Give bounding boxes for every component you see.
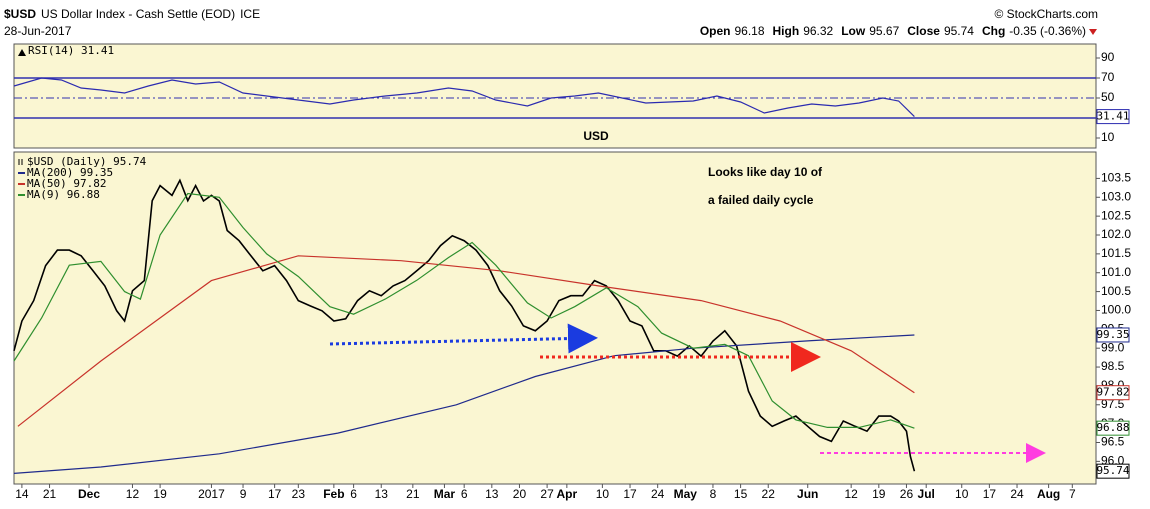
x-tick-label: 21 (406, 487, 420, 501)
y-tick-label: 101.0 (1101, 265, 1131, 279)
watermark: USD (583, 129, 609, 143)
value-box-label: 97.82 (1096, 386, 1129, 399)
header-name: US Dollar Index - Cash Settle (EOD) (41, 7, 235, 21)
plot-layer: $USD US Dollar Index - Cash Settle (EOD) I… (4, 7, 1131, 501)
x-tick-label: 7 (1069, 487, 1076, 501)
y-tick-label: 50 (1101, 90, 1115, 104)
x-tick-label: 10 (955, 487, 969, 501)
y-tick-label: 102.5 (1101, 208, 1131, 222)
change-arrow (1089, 29, 1097, 35)
x-tick-label: 10 (596, 487, 610, 501)
quote: Open 96.18 High 96.32 Low 95.67 Close 95.74 Chg -… (700, 24, 1086, 38)
price-panel (13, 151, 1097, 485)
x-tick-label: Apr (557, 487, 578, 501)
annotation-arrow (329, 323, 598, 354)
x-tick-label: Jun (797, 487, 818, 501)
price-line (13, 178, 916, 472)
value-box (1096, 109, 1130, 125)
header-exchange: ICE (240, 7, 260, 21)
quote-label: Low (841, 24, 866, 38)
x-tick-label: 26 (900, 487, 914, 501)
legend-entry: $USD (Daily) 95.74 (27, 155, 147, 168)
quote-label: Close (907, 24, 940, 38)
date: 28-Jun-2017 (4, 24, 72, 38)
quote-value: -0.35 (-0.36%) (1009, 24, 1086, 38)
value-box-label: 99.35 (1096, 328, 1129, 341)
x-tick-label: 6 (350, 487, 357, 501)
x-tick-label: 21 (43, 487, 57, 501)
value-box (1096, 463, 1130, 479)
x-tick-label: 23 (292, 487, 306, 501)
quote-value: 95.67 (869, 24, 899, 38)
x-tick-label: Mar (434, 487, 456, 501)
value-box-label: 96.88 (1096, 421, 1129, 434)
header-symbol: $USD (4, 7, 36, 21)
x-tick-label: 6 (461, 487, 468, 501)
x-tick-label: 19 (153, 487, 167, 501)
y-tick-label: 100.0 (1101, 303, 1131, 317)
value-box (1096, 385, 1130, 401)
ma-line (13, 192, 915, 429)
x-tick-label: 9 (240, 487, 247, 501)
ma-line (13, 334, 915, 474)
x-tick-label: Feb (323, 487, 344, 501)
annotation: a failed daily cycle (708, 193, 814, 207)
value-box (1096, 327, 1130, 343)
y-tick-label: 103.5 (1101, 171, 1131, 185)
x-tick-label: 24 (1010, 487, 1024, 501)
legend-entry: MA(50) 97.82 (27, 177, 106, 190)
y-tick-label: 101.5 (1101, 246, 1131, 260)
credit: © StockCharts.com (994, 7, 1098, 21)
legend-icon (18, 159, 23, 165)
x-tick-label: Jul (918, 487, 935, 501)
quote-label: Open (700, 24, 731, 38)
x-tick-label: 22 (762, 487, 776, 501)
y-tick-label: 99.0 (1101, 340, 1125, 354)
x-tick-label: Dec (78, 487, 100, 501)
y-tick-label: 100.5 (1101, 284, 1131, 298)
x-tick-label: 8 (710, 487, 717, 501)
x-tick-label: 20 (513, 487, 527, 501)
x-tick-label: 17 (983, 487, 997, 501)
y-tick-label: 103.0 (1101, 189, 1131, 203)
y-tick-label: 102.0 (1101, 227, 1131, 241)
y-tick-label: 96.5 (1101, 435, 1125, 449)
x-tick-label: 2017 (198, 487, 225, 501)
y-tick-label: 97.5 (1101, 397, 1125, 411)
x-tick-label: 17 (268, 487, 282, 501)
x-tick-label: 17 (623, 487, 637, 501)
x-tick-label: 13 (485, 487, 499, 501)
ma-line (17, 255, 915, 427)
rsi-line (13, 77, 915, 118)
value-box-label: 31.41 (1096, 110, 1129, 123)
quote-label: High (773, 24, 800, 38)
value-box-label: 95.74 (1096, 464, 1129, 477)
panel-title: RSI(14) 31.41 (28, 44, 114, 57)
x-tick-label: 19 (872, 487, 886, 501)
x-tick-label: May (674, 487, 698, 501)
x-tick-label: 12 (844, 487, 858, 501)
x-tick-label: 12 (126, 487, 140, 501)
quote-value: 96.32 (803, 24, 833, 38)
x-tick-label: 13 (375, 487, 389, 501)
x-tick-label: 24 (651, 487, 665, 501)
y-tick-label: 98.5 (1101, 359, 1125, 373)
value-box (1096, 420, 1130, 436)
rsi-panel (13, 43, 1097, 149)
x-tick-label: 27 (540, 487, 554, 501)
legend-entry: MA(200) 99.35 (27, 166, 113, 179)
y-tick-label: 90 (1101, 50, 1115, 64)
annotation: Looks like day 10 of (708, 165, 823, 179)
quote-value: 96.18 (734, 24, 764, 38)
quote-value: 95.74 (944, 24, 974, 38)
rsi-icon (18, 49, 26, 56)
legend-entry: MA(9) 96.88 (27, 188, 100, 201)
y-tick-label: 10 (1101, 130, 1115, 144)
quote-label: Chg (982, 24, 1005, 38)
x-tick-label: Aug (1037, 487, 1060, 501)
x-tick-label: 15 (734, 487, 748, 501)
y-tick-label: 70 (1101, 70, 1115, 84)
x-tick-label: 14 (15, 487, 29, 501)
